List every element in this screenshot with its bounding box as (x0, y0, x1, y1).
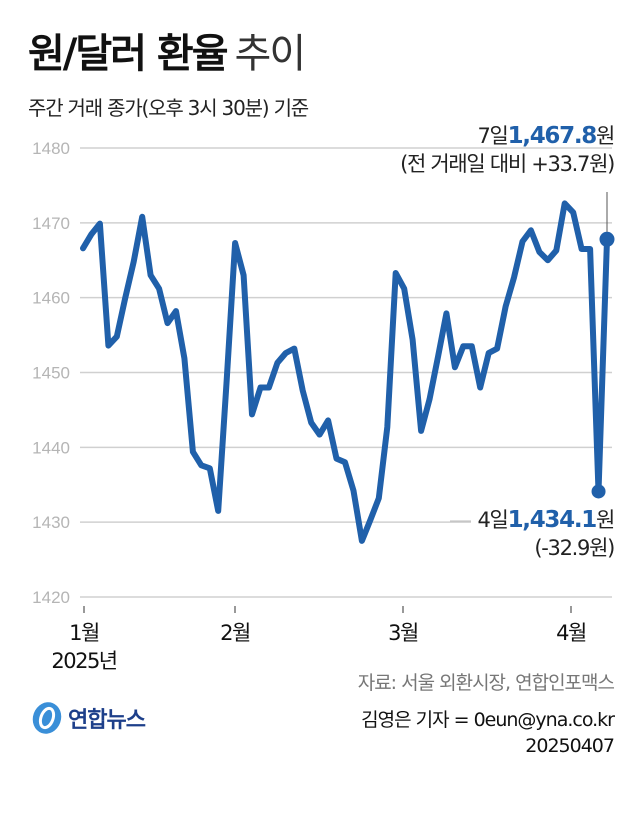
high-point-marker (599, 231, 615, 247)
high-annotation: 7일1,467.8원 (전 거래일 대비 +33.7원) (400, 122, 615, 178)
y-tick-label: 1470 (32, 214, 70, 233)
gridlines (80, 147, 612, 598)
chart-title: 원/달러 환율 추이 (28, 30, 307, 78)
low-annotation: 4일1,434.1원 (-32.9원) (471, 506, 615, 562)
y-tick-label: 1450 (32, 364, 70, 383)
chart-subtitle: 주간 거래 종가(오후 3시 30분) 기준 (28, 96, 309, 120)
y-tick-label: 1480 (32, 139, 70, 158)
source-note: 자료: 서울 외환시장, 연합인포맥스 (357, 672, 615, 694)
high-day: 7일 (477, 124, 508, 148)
year-label: 2025년 (51, 649, 116, 673)
logo-text: 연합뉴스 (68, 708, 146, 733)
title-bold: 원/달러 환율 (28, 31, 229, 77)
x-tick-label: 1월 (69, 621, 99, 645)
low-change: (-32.9원) (534, 536, 615, 560)
y-axis-labels: 1420 1430 1440 1450 1460 1470 1480 (32, 139, 70, 607)
low-point-marker (591, 484, 606, 499)
reporter-credit: 김영은 기자 = 0eun@yna.co.kr (361, 709, 615, 731)
title-light: 추이 (234, 31, 307, 77)
low-value: 1,434.1 (507, 507, 598, 533)
x-tick-label: 2월 (220, 621, 250, 645)
exchange-rate-line (80, 200, 610, 544)
y-tick-label: 1440 (32, 438, 70, 457)
yonhap-globe-icon (32, 702, 62, 734)
low-unit: 원 (595, 508, 615, 532)
credit-block: 김영은 기자 = 0eun@yna.co.kr 20250407 (361, 707, 615, 759)
high-value: 1,467.8 (507, 123, 598, 149)
x-tick-label: 3월 (388, 621, 418, 645)
y-tick-label: 1430 (32, 513, 70, 532)
x-axis: 1월 2월 3월 4월 2025년 (51, 606, 588, 673)
y-tick-label: 1420 (32, 588, 70, 607)
publish-date: 20250407 (525, 735, 615, 757)
low-day: 4일 (477, 508, 508, 532)
high-change: (전 거래일 대비 +33.7원) (400, 152, 615, 176)
high-unit: 원 (595, 124, 615, 148)
yonhap-logo: 연합뉴스 (30, 700, 146, 736)
y-tick-label: 1460 (32, 289, 70, 308)
x-tick-label: 4월 (556, 621, 586, 645)
